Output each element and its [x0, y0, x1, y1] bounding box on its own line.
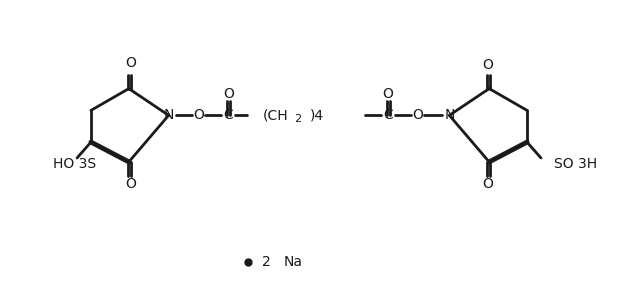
Text: 2: 2 [294, 114, 301, 124]
Text: Na: Na [284, 255, 303, 269]
Text: SO 3H: SO 3H [554, 157, 597, 171]
Text: N: N [444, 108, 455, 122]
Text: )4: )4 [310, 108, 324, 122]
Text: O: O [412, 108, 423, 122]
Text: O: O [482, 58, 492, 72]
Text: O: O [193, 108, 204, 122]
Text: C: C [224, 108, 233, 122]
Text: O: O [382, 87, 393, 101]
Text: 2: 2 [262, 255, 271, 269]
Text: O: O [125, 177, 136, 191]
Text: HO 3S: HO 3S [53, 157, 96, 171]
Text: O: O [482, 177, 492, 191]
Text: O: O [125, 56, 136, 70]
Text: O: O [223, 87, 234, 101]
Text: N: N [163, 108, 174, 122]
Text: (CH: (CH [263, 108, 288, 122]
Text: C: C [383, 108, 392, 122]
